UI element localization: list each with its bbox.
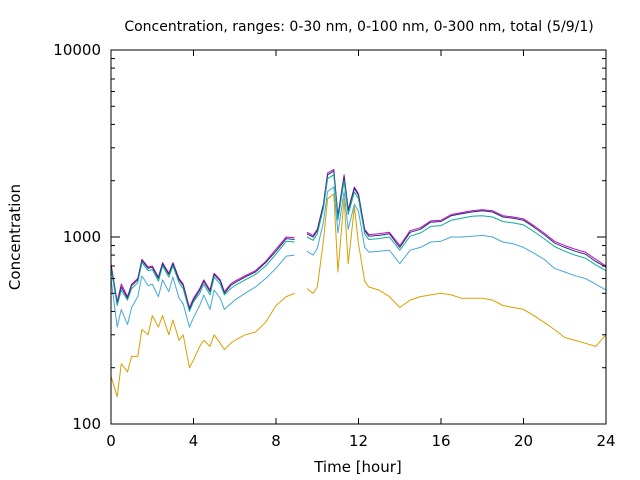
series-line-3	[110, 174, 607, 312]
x-tick-label: 24	[596, 432, 615, 450]
x-tick-label: 20	[514, 432, 533, 450]
y-tick-label: 10000	[53, 41, 101, 59]
x-tick-label: 8	[271, 432, 281, 450]
x-axis-label: Time [hour]	[313, 458, 402, 476]
plot-frame	[110, 49, 607, 425]
y-axis-label: Concentration	[6, 184, 24, 290]
plot-area	[110, 168, 607, 398]
chart-title: Concentration, ranges: 0-30 nm, 0-100 nm…	[124, 19, 593, 35]
series-line-5	[110, 193, 607, 398]
x-tick-label: 0	[106, 432, 116, 450]
series-line-1	[110, 168, 607, 308]
y-tick-label: 100	[72, 415, 101, 433]
y-axis: 100 1000 10000	[53, 41, 606, 433]
series-line-4	[110, 186, 607, 328]
y-tick-label: 1000	[63, 228, 101, 246]
x-tick-label: 16	[431, 432, 450, 450]
x-tick-label: 12	[349, 432, 368, 450]
x-tick-label: 4	[189, 432, 199, 450]
x-axis: 0 4 8 12 16 20 24	[106, 50, 616, 450]
